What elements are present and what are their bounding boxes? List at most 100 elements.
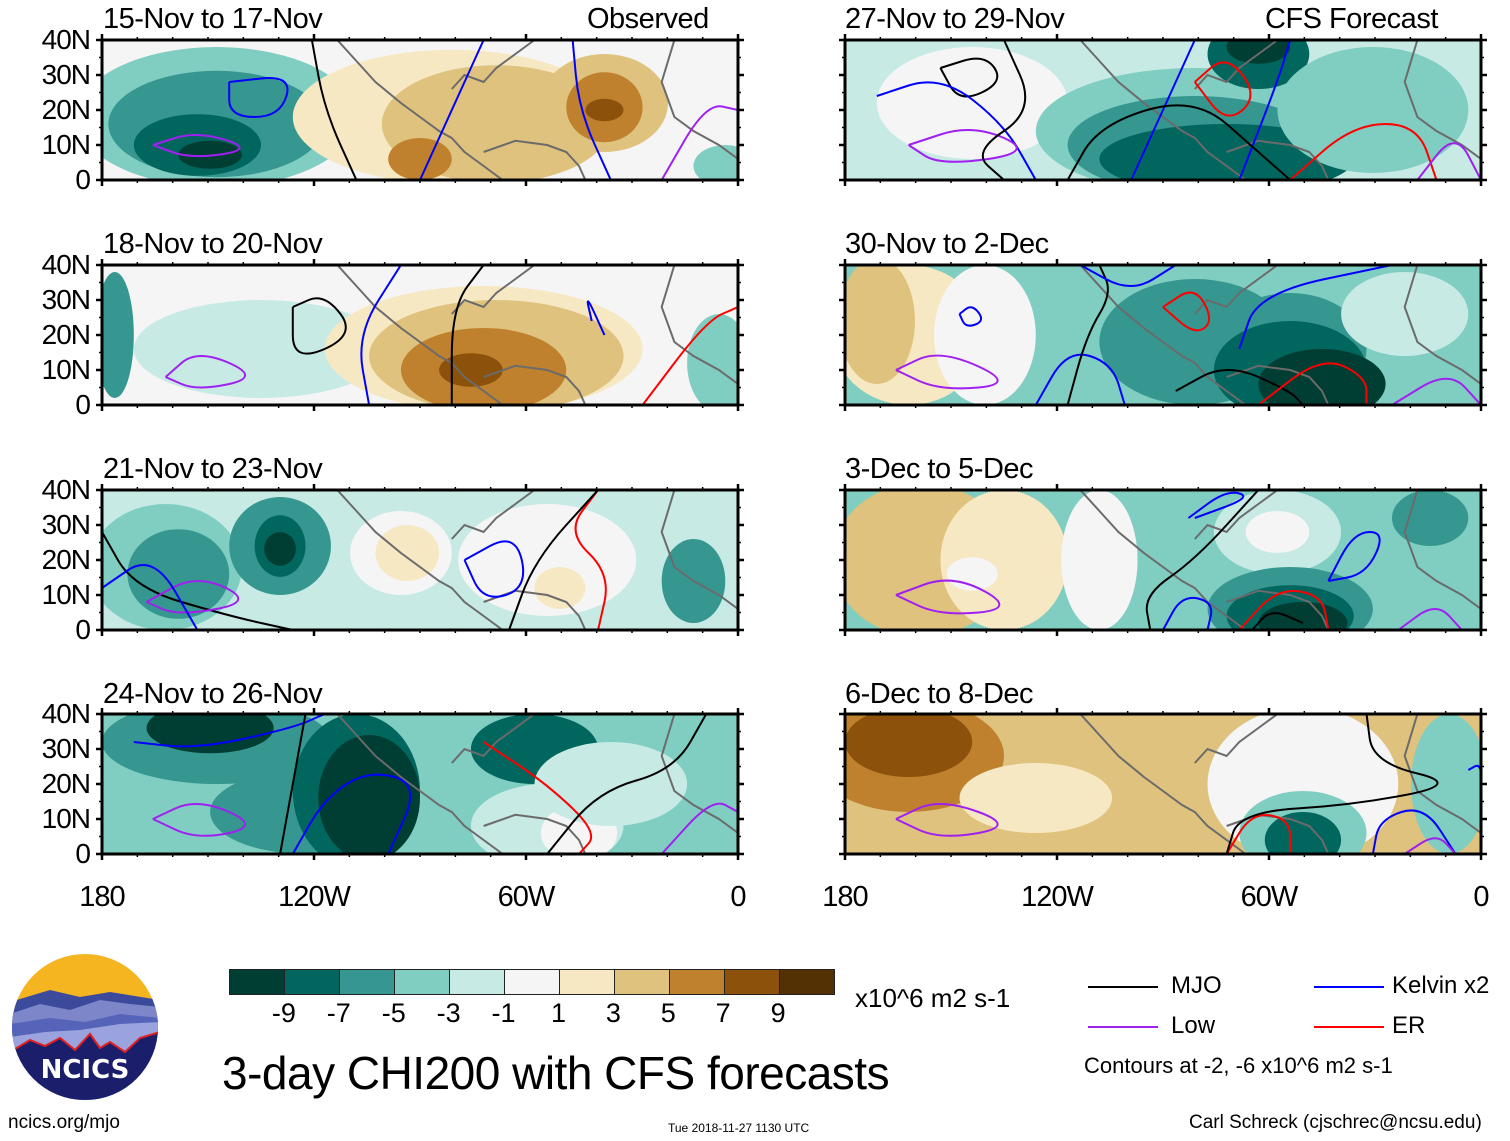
panel-title-p7: 3-Dec to 5-Dec [845,453,1034,485]
units-label: x10^6 m2 s-1 [855,983,1011,1013]
coastline [1194,265,1279,315]
panel-title-p8: 6-Dec to 8-Dec [845,678,1034,710]
legend-kelvin-line [1314,986,1384,988]
anomaly-region [1341,272,1469,356]
colorbar-tick-label: 3 [605,998,621,1028]
anomaly-region [534,567,586,609]
contour-kelvin [1162,596,1213,630]
panel-title-p2: 18-Nov to 20-Nov [103,228,323,260]
colorbar-tick-label: -9 [271,998,296,1028]
contour-mjo [310,40,358,180]
ncics-logo-icon: NCICS [12,954,158,1100]
map-panel-p4 [96,708,744,860]
contour-er [574,490,607,630]
coastline [660,490,738,610]
y-tick-label: 30N [41,509,91,540]
coastline [660,714,738,834]
anomaly-region [1391,490,1469,546]
anomaly-region [375,525,440,581]
anomaly-region [693,145,738,180]
anomaly-region [264,532,296,566]
anomaly-region [458,504,637,616]
panel-title-p4: 24-Nov to 26-Nov [103,678,323,710]
coastline [451,714,536,764]
anomaly-region [439,353,503,387]
contour-mjo [291,297,347,355]
coastline [1079,490,1247,630]
ncics-url[interactable]: ncics.org/mjo [8,1112,120,1133]
contour-low [152,803,247,837]
contour-er [1225,814,1292,854]
anomaly-region [687,314,738,405]
contour-low [895,803,999,837]
anomaly-region [1258,349,1386,405]
y-tick-label: 10N [41,803,91,834]
contour-mjo [450,265,485,405]
y-tick-label: 20N [41,319,91,350]
contour-low [908,129,1018,163]
contour-low [146,580,240,614]
contour-kelvin [419,40,485,180]
anomaly-region [1264,812,1342,854]
ncics-logo: NCICS [10,952,160,1102]
contour-er [1194,61,1252,117]
anomaly-region [534,742,688,826]
y-tick-label: 20N [41,544,91,575]
contour-er [1238,590,1330,630]
colorbar-swatch-0 [230,970,285,994]
x-tick-label: 0 [730,881,746,913]
anomaly-region [1277,47,1469,173]
x-tick-label: 60W [1240,881,1299,913]
anomaly-region [845,714,973,777]
colorbar-swatch-10 [780,970,834,994]
y-tick-label: 10N [41,129,91,160]
coastline [1226,589,1330,630]
y-tick-label: 30N [41,733,91,764]
map-panel-p3 [96,484,744,636]
x-tick-label: 180 [822,881,868,913]
coastline [483,364,587,405]
panel-title-p1: 15-Nov to 17-Nov [103,3,323,35]
contour-kelvin [586,300,606,336]
y-tick-label: 0 [75,389,91,420]
y-tick-label: 40N [41,249,91,280]
colorbar-tick-label: -7 [326,998,351,1028]
coastline [483,813,587,854]
map-panel-p6 [839,259,1487,411]
coastline [451,490,536,540]
colorbar-swatch-7 [615,970,670,994]
contour-kelvin [291,773,412,854]
colorbar-swatch-4 [450,970,505,994]
coastline [336,714,504,854]
contour-kelvin [958,306,983,327]
anomaly-region [1258,602,1348,630]
panel-title-p3: 21-Nov to 23-Nov [103,453,323,485]
colorbar-swatch-3 [395,970,450,994]
y-tick-label: 40N [41,698,91,729]
coastline [660,40,738,160]
colorbar-swatch-6 [560,970,615,994]
contour-low [895,579,1001,615]
colorbar-swatch-5 [505,970,560,994]
anomaly-region [146,714,274,754]
colorbar-tick-label: 9 [770,998,786,1028]
contour-mjo [1066,104,1291,180]
forecast-label: CFS Forecast [1265,3,1438,35]
coastline [660,265,738,385]
x-tick-label: 180 [79,881,125,913]
coastline [483,139,587,180]
contour-kelvin [571,40,612,180]
anomaly-region [940,490,1068,630]
coastline [1403,490,1481,610]
contour-mjo [508,490,599,630]
contour-low [1416,142,1481,180]
contour-mjo [102,531,294,630]
legend-kelvin-label: Kelvin x2 [1392,972,1490,999]
colorbar-tick-label: -1 [491,998,516,1028]
y-tick-label: 40N [41,474,91,505]
legend-mjo-line [1088,986,1158,988]
contour-mjo [939,57,999,98]
coastline [336,40,504,180]
contour-kelvin [1238,265,1393,350]
contour-mjo [1225,714,1439,854]
